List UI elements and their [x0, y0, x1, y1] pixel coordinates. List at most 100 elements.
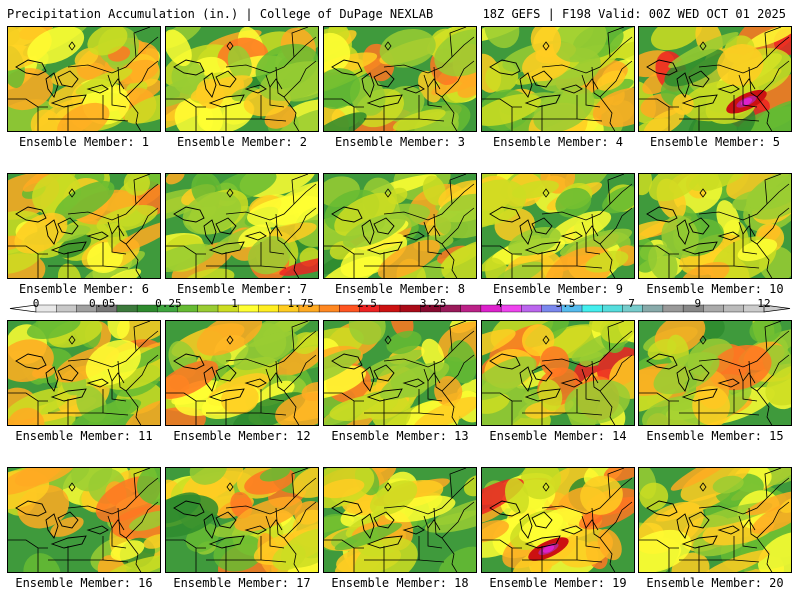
- precip-blob: [85, 339, 141, 386]
- state-border: [265, 515, 283, 531]
- station-marker-icon: [699, 188, 707, 198]
- precip-blob: [603, 468, 634, 482]
- state-border: [639, 539, 679, 549]
- precip-blob: [54, 181, 115, 222]
- state-border: [449, 27, 467, 58]
- ensemble-member-map: [323, 320, 477, 426]
- state-border: [581, 368, 599, 384]
- ensemble-member-label: Ensemble Member: 11: [15, 429, 153, 443]
- ensemble-member-map: [7, 320, 161, 426]
- lake-outline: [402, 525, 425, 535]
- precip-blob: [166, 494, 219, 538]
- precip-blob: [166, 360, 219, 399]
- precip-blob: [48, 83, 86, 108]
- lake-outline: [373, 364, 395, 382]
- ensemble-member-map: [165, 320, 319, 426]
- lake-outline: [524, 94, 561, 108]
- lake-outline: [361, 219, 375, 245]
- precip-blob: [27, 27, 85, 65]
- colorbar-swatch: [500, 304, 522, 313]
- precip-blob: [751, 499, 791, 534]
- lake-outline: [560, 525, 583, 535]
- precip-blob: [324, 32, 351, 73]
- station-marker-icon: [226, 335, 234, 345]
- lake-outline: [203, 366, 217, 392]
- state-border: [111, 381, 127, 402]
- state-border: [607, 27, 625, 58]
- state-border: [166, 98, 206, 108]
- lake-outline: [244, 84, 267, 94]
- precip-field: [8, 321, 160, 425]
- state-border: [441, 96, 458, 131]
- lake-outline: [173, 59, 205, 76]
- lake-outline: [366, 241, 403, 255]
- state-border: [291, 27, 309, 58]
- state-border: [283, 501, 317, 539]
- lake-outline: [15, 206, 47, 223]
- state-border: [756, 537, 773, 572]
- lake-outline: [45, 72, 59, 98]
- state-border: [324, 392, 364, 402]
- state-border: [8, 392, 48, 402]
- precip-blob: [672, 93, 694, 115]
- precip-blob: [639, 174, 653, 196]
- state-border: [599, 501, 633, 539]
- precip-blob: [129, 510, 160, 531]
- colorbar-tick-label: 2.5: [356, 297, 377, 310]
- state-border: [291, 321, 309, 352]
- state-border: [111, 528, 127, 549]
- state-border: [117, 507, 127, 539]
- state-border: [67, 477, 159, 515]
- lake-outline: [86, 84, 109, 94]
- state-border: [482, 539, 522, 549]
- state-border: [166, 392, 206, 402]
- state-border: [599, 243, 616, 278]
- state-border: [133, 321, 151, 352]
- colorbar-swatch: [238, 304, 259, 313]
- precip-blob: [639, 482, 669, 511]
- precip-blob: [522, 48, 571, 82]
- precip-blob: [434, 376, 463, 407]
- precip-blob: [259, 61, 318, 101]
- state-border: [441, 60, 475, 98]
- lake-outline: [173, 206, 205, 223]
- precip-blob: [386, 330, 422, 355]
- state-border: [541, 477, 633, 515]
- lake-outline: [531, 364, 553, 382]
- state-border: [383, 477, 475, 515]
- precip-field: [324, 321, 476, 425]
- colorbar-tick-label: 9: [694, 297, 702, 310]
- lake-outline: [15, 500, 47, 517]
- colorbar-tick-label: 1.75: [287, 297, 314, 310]
- precip-field: [324, 174, 476, 278]
- state-border: [742, 528, 758, 549]
- station-marker-icon: [699, 335, 707, 345]
- ensemble-member-label: Ensemble Member: 8: [334, 282, 466, 296]
- precip-field: [639, 468, 791, 572]
- ensemble-member-label: Ensemble Member: 6: [18, 282, 150, 296]
- ensemble-member-label: Ensemble Member: 18: [331, 576, 469, 590]
- precip-blob: [279, 256, 318, 276]
- state-border: [283, 60, 317, 98]
- state-border: [756, 354, 790, 392]
- precip-blob: [555, 187, 592, 218]
- precip-blob: [648, 174, 702, 202]
- ensemble-member-map: [7, 173, 161, 279]
- ensemble-member-map: [323, 26, 477, 132]
- lake-outline: [173, 353, 205, 370]
- precip-blob: [680, 468, 752, 502]
- state-border: [756, 96, 773, 131]
- lake-outline: [208, 94, 245, 108]
- precip-blob: [653, 352, 720, 395]
- lake-outline: [489, 353, 521, 370]
- precip-blob: [692, 386, 730, 425]
- state-border: [133, 174, 151, 205]
- precip-blob: [324, 112, 367, 131]
- state-border: [383, 183, 475, 221]
- state-border: [639, 98, 679, 108]
- state-border: [639, 245, 679, 255]
- precip-blob: [746, 175, 791, 210]
- precip-blob: [110, 540, 145, 561]
- precip-blob: [482, 179, 527, 226]
- lake-outline: [489, 59, 521, 76]
